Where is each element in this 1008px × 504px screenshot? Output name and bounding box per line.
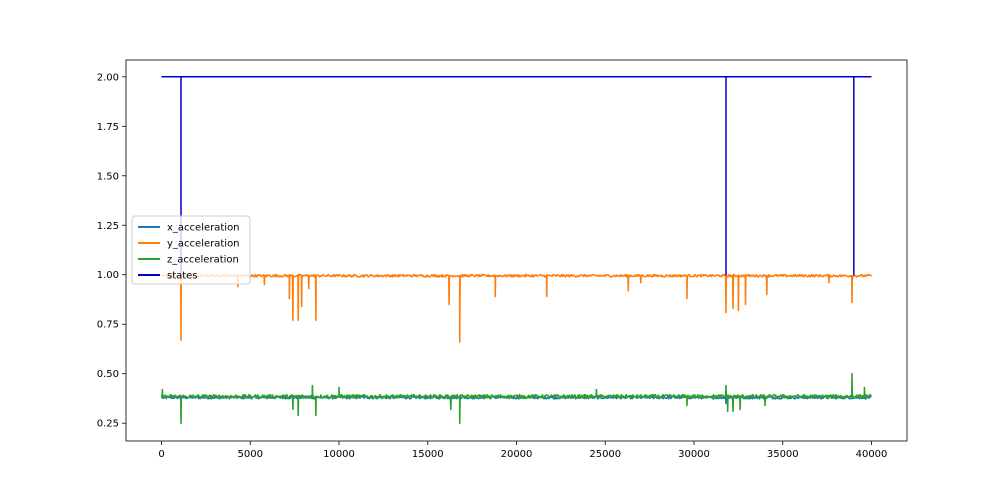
y-tick-label: 2.00 xyxy=(97,72,119,83)
legend-label-states: states xyxy=(167,271,198,282)
legend-label-x_acceleration: x_acceleration xyxy=(167,223,240,234)
x-tick-label: 20000 xyxy=(501,449,533,460)
series-line-states xyxy=(161,76,872,276)
x-tick-label: 15000 xyxy=(412,449,444,460)
legend-box xyxy=(131,215,251,285)
y-tick-label: 1.75 xyxy=(97,122,119,133)
x-tick-label: 35000 xyxy=(767,449,799,460)
y-tick-label: 1.50 xyxy=(97,171,119,182)
x-tick-label: 10000 xyxy=(323,449,355,460)
x-tick-label: 25000 xyxy=(589,449,621,460)
y-tick-label: 1.00 xyxy=(97,270,119,281)
x-tick-label: 40000 xyxy=(856,449,888,460)
series-layer xyxy=(160,76,873,424)
legend: x_acceleration y_acceleration z_accelerati… xyxy=(131,215,251,285)
legend-label-z_acceleration: z_acceleration xyxy=(167,255,239,266)
y-tick-label: 0.25 xyxy=(97,419,119,430)
y-tick-label: 0.75 xyxy=(97,320,119,331)
legend-label-y_acceleration: y_acceleration xyxy=(167,239,240,250)
series-line-y_acceleration xyxy=(160,273,873,343)
y-tick-label: 1.25 xyxy=(97,221,119,232)
x-tick-label: 0 xyxy=(158,449,164,460)
series-line-z_acceleration xyxy=(160,372,872,424)
y-axis: 0.25 0.50 0.75 1.00 1.25 1.50 1.75 2.00 xyxy=(97,72,126,430)
x-axis: 0 5000 10000 15000 20000 25000 30000 35000 40000 xyxy=(158,441,887,460)
y-tick-label: 0.50 xyxy=(97,369,119,380)
x-tick-label: 5000 xyxy=(238,449,263,460)
x-tick-label: 30000 xyxy=(678,449,710,460)
